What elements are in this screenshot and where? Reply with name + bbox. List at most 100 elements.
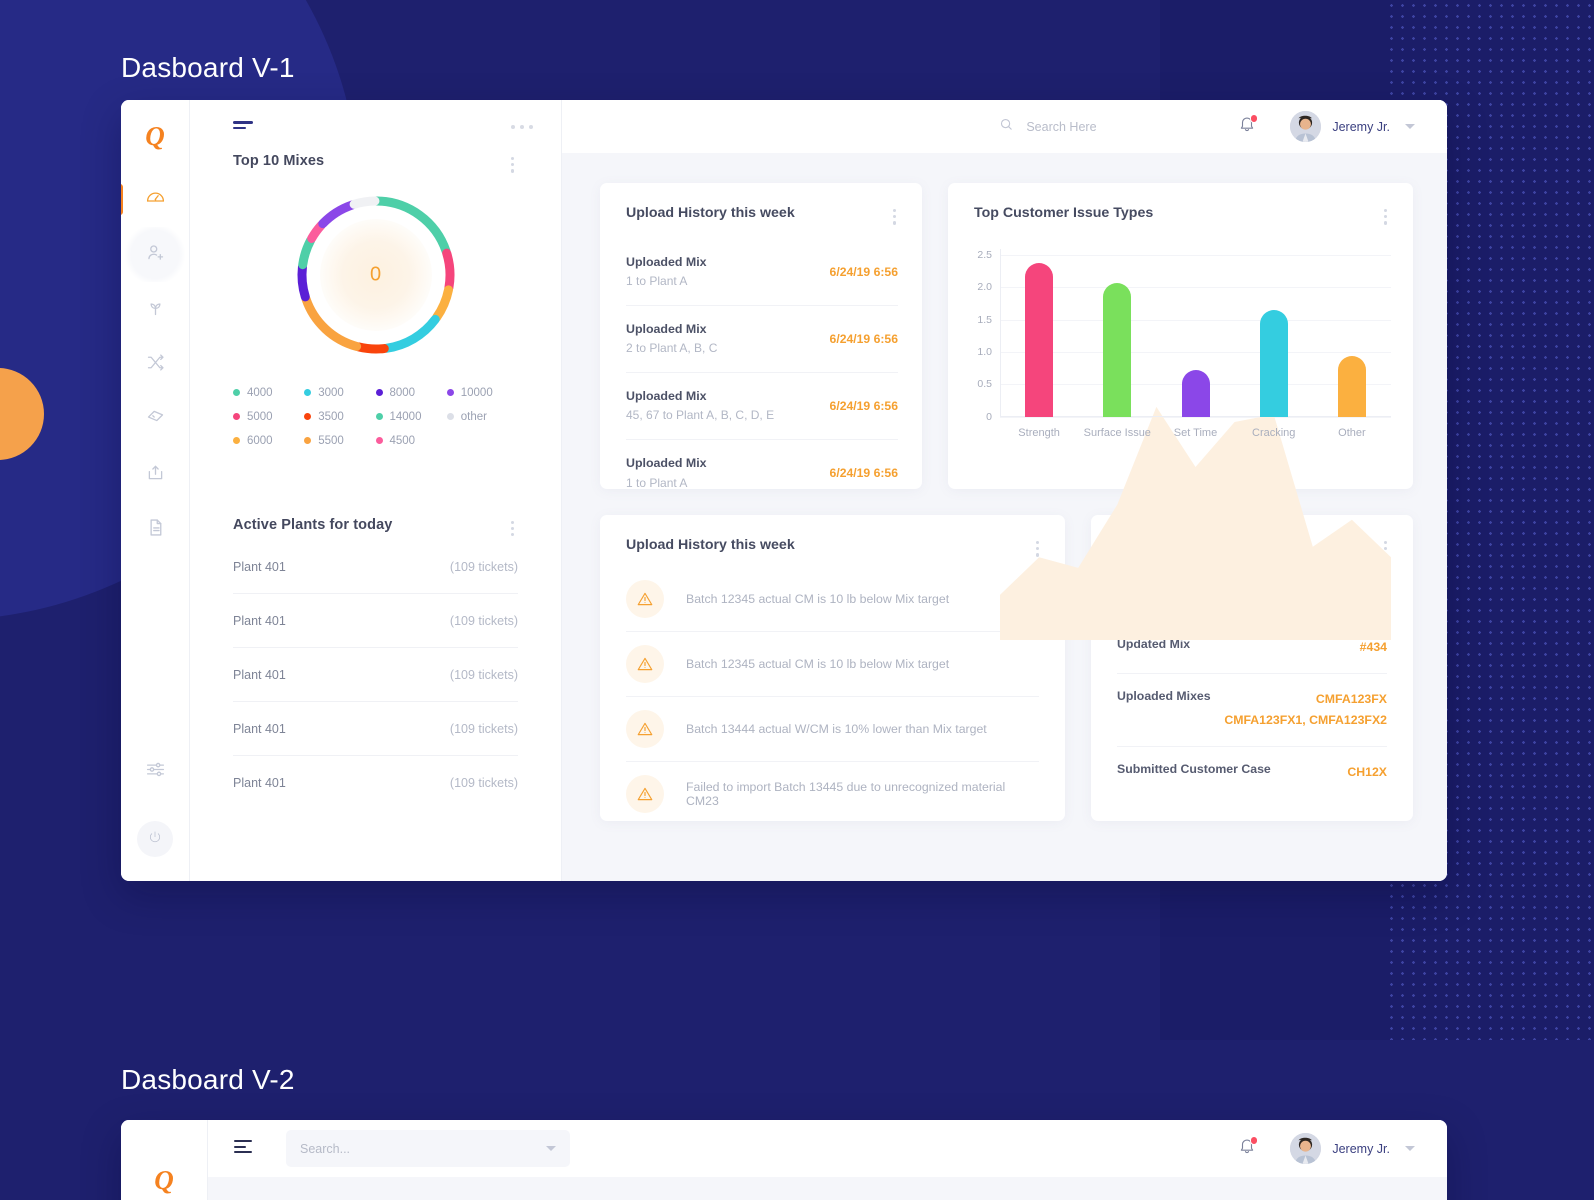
activity-row[interactable]: Submitted Customer Case CH12X <box>1117 747 1387 798</box>
donut-segment <box>441 248 454 292</box>
chart-bars <box>1000 249 1391 417</box>
alerts-more-icon[interactable] <box>1032 537 1043 561</box>
legend-label: 3500 <box>318 410 344 423</box>
plant-row[interactable]: Plant 401 (109 tickets) <box>233 756 518 809</box>
plant-row[interactable]: Plant 401 (109 tickets) <box>233 648 518 703</box>
upload-history-list: Uploaded Mix 1 to Plant A 6/24/19 6:56 Uplo… <box>600 229 922 506</box>
plants-card-more-icon[interactable] <box>507 517 518 541</box>
sidebar-item-share[interactable] <box>121 447 189 502</box>
sidebar-bottom <box>121 744 189 881</box>
mixes-card-more-icon[interactable] <box>507 153 518 177</box>
legend-color-dot <box>233 413 240 421</box>
share-icon <box>145 462 166 488</box>
activity-value[interactable]: CH12X <box>1347 764 1387 779</box>
activity-label: Uploaded Mixes <box>1117 688 1211 703</box>
issue-types-title: Top Customer Issue Types <box>974 205 1154 221</box>
power-icon <box>147 829 163 850</box>
sidebar-item-settings[interactable] <box>121 744 189 799</box>
upload-history-row[interactable]: Uploaded Mix 2 to Plant A, B, C 6/24/19 6:… <box>626 306 898 373</box>
v2-search-input[interactable] <box>300 1141 542 1156</box>
upload-history-row[interactable]: Uploaded Mix 1 to Plant A 6/24/19 6:56 <box>626 440 898 506</box>
chart-bar[interactable] <box>1103 282 1132 417</box>
donut-segment <box>353 341 389 354</box>
donut-segment <box>431 284 453 322</box>
sidebar-item-mixes[interactable] <box>121 337 189 392</box>
legend-color-dot <box>233 389 240 397</box>
sidebar-item-tickets[interactable] <box>121 392 189 447</box>
upload-history-row[interactable]: Uploaded Mix 45, 67 to Plant A, B, C, D, … <box>626 373 898 440</box>
plant-row[interactable]: Plant 401 (109 tickets) <box>233 702 518 757</box>
v2-user-chevron-icon[interactable] <box>1405 1146 1415 1151</box>
alert-text: Failed to import Batch 13445 due to unre… <box>686 779 1006 808</box>
chart-gridline <box>1000 351 1391 353</box>
v2-notifications-button[interactable] <box>1238 1136 1259 1160</box>
legend-label: 5500 <box>318 434 344 447</box>
plant-name: Plant 401 <box>233 614 286 629</box>
chart-bar[interactable] <box>1337 356 1366 417</box>
upload-row-sub: 1 to Plant A <box>626 475 688 490</box>
chart-bar[interactable] <box>1259 309 1288 417</box>
sidebar-item-documents[interactable] <box>121 502 189 557</box>
v2-search-box[interactable] <box>286 1130 570 1167</box>
chart-x-label: Strength <box>1018 426 1060 439</box>
app-logo[interactable]: Q <box>145 120 165 151</box>
content-area: Upload History this week Uploaded Mix 1 t… <box>562 153 1447 881</box>
upload-history-header: Upload History this week <box>600 183 922 229</box>
sidebar-item-add-user[interactable] <box>121 227 189 282</box>
plant-row[interactable]: Plant 401 (109 tickets) <box>233 594 518 649</box>
chart-bar[interactable] <box>1025 262 1054 417</box>
chart-bar[interactable] <box>1181 370 1210 417</box>
v2-menu-toggle-icon[interactable] <box>234 1140 252 1157</box>
search-box[interactable] <box>999 117 1195 137</box>
v2-app-logo[interactable]: Q <box>154 1164 174 1195</box>
plants-list: Plant 401 (109 tickets) Plant 401 (109 tick… <box>233 540 518 809</box>
sidebar-item-dashboard[interactable] <box>121 172 189 227</box>
legend-item: other <box>446 411 518 423</box>
v2-chevron-down-icon[interactable] <box>546 1146 556 1151</box>
chart-x-label: Surface Issue <box>1083 426 1151 439</box>
legend-label: 5000 <box>247 410 273 423</box>
issue-types-chart: 0 0.5 1.0 1.5 2.0 2.5 Strength Surface Issue Se… <box>948 229 1413 640</box>
dashboard-v2-window: Q <box>121 1120 1447 1200</box>
alert-row[interactable]: Batch 13444 actual W/CM is 10% lower tha… <box>626 697 1039 762</box>
sidebar-item-power[interactable] <box>137 821 173 857</box>
legend-label: 8000 <box>389 386 416 399</box>
v2-sidebar-rail: Q <box>121 1120 208 1200</box>
search-input[interactable] <box>1026 119 1195 134</box>
plant-name: Plant 401 <box>233 776 286 791</box>
alerts-card: Upload History this week Batch 12345 act… <box>600 515 1065 821</box>
upload-history-more-icon[interactable] <box>889 205 900 229</box>
donut-segment <box>306 220 326 243</box>
activity-row[interactable]: Updated Mix #434 <box>1117 622 1387 674</box>
left-panel-toolbar <box>190 100 561 153</box>
mixes-card-header: Top 10 Mixes <box>233 153 518 177</box>
activity-label: Submitted Customer Case <box>1117 761 1271 776</box>
activity-value[interactable]: #434 <box>1359 640 1387 655</box>
chart-plot <box>1000 248 1391 640</box>
issue-types-more-icon[interactable] <box>1380 205 1391 229</box>
panel-more-icon[interactable] <box>511 124 533 129</box>
alert-row[interactable]: Batch 12345 actual CM is 10 lb below Mix… <box>626 567 1039 632</box>
plant-row[interactable]: Plant 401 (109 tickets) <box>233 540 518 595</box>
donut-segment <box>349 196 379 209</box>
chevron-down-icon[interactable] <box>1405 124 1415 129</box>
legend-item: 6000 <box>233 435 304 447</box>
alert-row[interactable]: Failed to import Batch 13445 due to unre… <box>626 762 1039 826</box>
upload-history-row[interactable]: Uploaded Mix 1 to Plant A 6/24/19 6:56 <box>626 239 898 306</box>
sliders-icon <box>145 759 166 785</box>
v2-top-bar: Jeremy Jr. <box>208 1120 1447 1177</box>
activity-row[interactable]: Uploaded Mixes CMFA123FX CMFA123FX1, CMFA1… <box>1117 674 1387 747</box>
mixes-legend: 4000 3000 8000 10000 5000 3500 14000 other 6000 5… <box>233 387 518 447</box>
sidebar-item-plants[interactable] <box>121 282 189 337</box>
legend-item: 4500 <box>375 435 447 447</box>
activity-value[interactable]: CMFA123FX CMFA123FX1, CMFA123FX2 <box>1224 691 1387 728</box>
main-area: Jeremy Jr. Upload History this week Uplo… <box>562 100 1447 881</box>
notifications-button[interactable] <box>1238 114 1259 138</box>
v2-user-menu[interactable]: Jeremy Jr. <box>1290 1133 1415 1164</box>
legend-label: 4000 <box>247 386 273 399</box>
plants-card-title: Active Plants for today <box>233 516 393 533</box>
alert-row[interactable]: Batch 12345 actual CM is 10 lb below Mix… <box>626 632 1039 697</box>
user-menu[interactable]: Jeremy Jr. <box>1290 111 1415 142</box>
menu-toggle-icon[interactable] <box>233 121 255 131</box>
donut-segment <box>297 235 315 269</box>
